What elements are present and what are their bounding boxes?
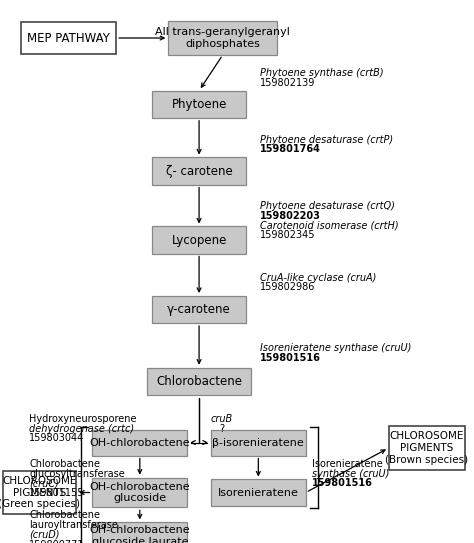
FancyBboxPatch shape — [92, 478, 187, 507]
Text: 159802345: 159802345 — [260, 230, 315, 240]
FancyBboxPatch shape — [211, 430, 306, 456]
Text: Isorenieratene: Isorenieratene — [312, 459, 383, 469]
Text: dehydrogenase (crtc): dehydrogenase (crtc) — [29, 424, 135, 433]
Text: β-isorenieratene: β-isorenieratene — [212, 438, 304, 447]
FancyBboxPatch shape — [152, 296, 246, 323]
FancyBboxPatch shape — [152, 91, 246, 118]
Text: OH-chlorobactene
glucoside: OH-chlorobactene glucoside — [90, 482, 190, 503]
Text: Phytoene synthase (crtB): Phytoene synthase (crtB) — [260, 68, 383, 78]
Text: Chlorobactene: Chlorobactene — [29, 459, 100, 469]
FancyBboxPatch shape — [92, 522, 187, 543]
Text: Carotenoid isomerase (crtH): Carotenoid isomerase (crtH) — [260, 220, 398, 230]
FancyBboxPatch shape — [211, 479, 306, 506]
FancyBboxPatch shape — [152, 226, 246, 254]
Text: γ-carotene: γ-carotene — [167, 303, 231, 316]
FancyBboxPatch shape — [3, 471, 76, 514]
FancyBboxPatch shape — [389, 426, 465, 470]
FancyBboxPatch shape — [168, 21, 277, 55]
Text: Phytoene desaturase (crtP): Phytoene desaturase (crtP) — [260, 135, 393, 144]
Text: ?: ? — [219, 424, 224, 433]
Text: Hydroxyneurosporene: Hydroxyneurosporene — [29, 414, 137, 424]
Text: 159801516: 159801516 — [260, 353, 320, 363]
Text: glucosyltransferase: glucosyltransferase — [29, 469, 125, 478]
Text: OH-chlorobactene
glucoside laurate: OH-chlorobactene glucoside laurate — [90, 525, 190, 543]
Text: Chlorobactene: Chlorobactene — [29, 510, 100, 520]
Text: lauroyltransferase: lauroyltransferase — [29, 520, 118, 530]
FancyBboxPatch shape — [152, 157, 246, 185]
Text: All trans-geranylgeranyl
diphosphates: All trans-geranylgeranyl diphosphates — [155, 27, 290, 49]
Text: OH-chlorobactene: OH-chlorobactene — [90, 438, 190, 447]
Text: (cruD): (cruD) — [29, 530, 60, 540]
Text: 159801764: 159801764 — [260, 144, 320, 154]
Text: 159802139: 159802139 — [260, 78, 315, 87]
Text: 159802986: 159802986 — [260, 282, 315, 292]
Text: cruB: cruB — [210, 414, 232, 424]
Text: 159803044: 159803044 — [29, 433, 85, 443]
Text: synthase (cruU): synthase (cruU) — [312, 469, 389, 478]
Text: 159802203: 159802203 — [260, 211, 320, 220]
Text: Lycopene: Lycopene — [172, 233, 227, 247]
Text: CruA-like cyclase (cruA): CruA-like cyclase (cruA) — [260, 273, 376, 282]
FancyBboxPatch shape — [147, 368, 251, 395]
FancyBboxPatch shape — [92, 430, 187, 456]
Text: Phytoene: Phytoene — [172, 98, 227, 111]
Text: Phytoene desaturase (crtQ): Phytoene desaturase (crtQ) — [260, 201, 395, 211]
Text: CHLOROSOME
PIGMENTS
(Brown species): CHLOROSOME PIGMENTS (Brown species) — [385, 431, 468, 465]
Text: Chlorobactene: Chlorobactene — [156, 375, 242, 388]
Text: ζ- carotene: ζ- carotene — [166, 165, 232, 178]
Text: Isorenieratene: Isorenieratene — [218, 488, 299, 497]
Text: 159800771: 159800771 — [29, 540, 85, 543]
Text: CHLOROSOME
PIGMENTS
(Green species): CHLOROSOME PIGMENTS (Green species) — [0, 476, 80, 509]
Text: Isorenieratene synthase (cruU): Isorenieratene synthase (cruU) — [260, 343, 411, 353]
Text: 159801155: 159801155 — [29, 488, 85, 498]
Text: MEP PATHWAY: MEP PATHWAY — [27, 31, 110, 45]
Text: (cruC): (cruC) — [29, 478, 59, 488]
Text: 159801516: 159801516 — [312, 478, 373, 488]
FancyBboxPatch shape — [21, 22, 116, 54]
